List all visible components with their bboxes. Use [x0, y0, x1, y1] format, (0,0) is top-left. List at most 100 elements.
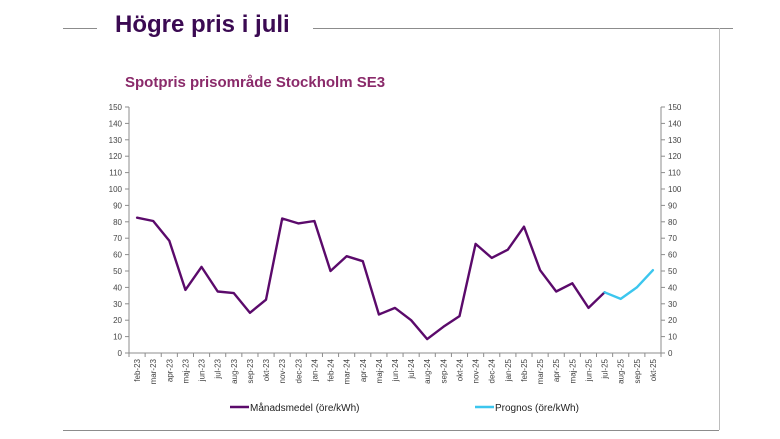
frame-rule-right: [719, 28, 720, 430]
x-tick-label: okt-24: [455, 358, 464, 381]
x-tick-label: jul-23: [214, 358, 223, 379]
x-tick-label: mar-23: [149, 358, 158, 384]
forecast-point: [636, 286, 638, 289]
x-tick-label: okt-23: [262, 358, 271, 381]
slide-title: Högre pris i juli: [115, 11, 290, 38]
x-tick-label: mar-25: [536, 358, 545, 384]
x-tick-label: aug-24: [423, 358, 432, 383]
y2-tick-label: 30: [668, 300, 677, 309]
monthly-average-point: [168, 239, 171, 242]
y-tick-label: 150: [109, 103, 123, 112]
x-tick-label: sep-25: [633, 358, 642, 383]
y2-tick-label: 100: [668, 185, 682, 194]
forecast-point: [619, 298, 622, 300]
frame-rule-bottom: [63, 430, 719, 431]
legend-label-forecast: Prognos (öre/kWh): [495, 403, 579, 414]
y2-tick-label: 60: [668, 251, 677, 260]
x-tick-label: mar-24: [343, 358, 352, 384]
y-tick-label: 100: [109, 185, 123, 194]
monthly-average-point: [587, 307, 590, 309]
y2-tick-label: 150: [668, 103, 682, 112]
monthly-average-point: [281, 217, 283, 220]
x-tick-label: jul-25: [601, 358, 610, 379]
monthly-average-point: [313, 220, 316, 222]
x-tick-label: jun-24: [391, 358, 400, 382]
x-tick-label: nov-24: [472, 358, 481, 383]
y-tick-label: 120: [109, 152, 123, 161]
y-tick-label: 80: [113, 218, 122, 227]
x-tick-label: okt-25: [649, 358, 658, 381]
monthly-average-point: [458, 315, 461, 317]
x-tick-label: feb-23: [133, 358, 142, 381]
monthly-average-point: [555, 290, 558, 293]
x-tick-label: maj-23: [181, 358, 190, 383]
monthly-average-point: [345, 255, 348, 258]
monthly-average-point: [297, 222, 300, 225]
monthly-average-point: [361, 260, 364, 262]
x-tick-label: feb-24: [327, 358, 336, 381]
chart-title: Spotpris prisområde Stockholm SE3: [125, 74, 386, 91]
x-tick-label: apr-25: [552, 358, 561, 382]
y-tick-label: 0: [118, 349, 123, 358]
y2-tick-label: 110: [668, 169, 681, 178]
monthly-average-point: [410, 319, 412, 322]
monthly-average-point: [523, 225, 525, 228]
x-tick-label: sep-24: [439, 358, 448, 383]
monthly-average-point: [249, 312, 251, 314]
y2-tick-label: 90: [668, 201, 677, 210]
y-tick-label: 70: [113, 234, 122, 243]
monthly-average-point: [539, 269, 541, 271]
x-tick-label: aug-23: [230, 358, 239, 383]
monthly-average-point: [136, 216, 138, 219]
y2-tick-label: 70: [668, 234, 677, 243]
x-tick-label: aug-25: [617, 358, 626, 383]
x-tick-label: jan-25: [504, 358, 513, 382]
y2-tick-label: 80: [668, 218, 677, 227]
title-rule-left: [63, 28, 97, 29]
x-tick-label: dec-23: [294, 358, 303, 383]
y-tick-label: 20: [113, 316, 122, 325]
y2-tick-label: 130: [668, 136, 682, 145]
monthly-average-line: [135, 216, 606, 341]
x-tick-label: jul-24: [407, 358, 416, 379]
monthly-average-point: [571, 282, 574, 285]
y-tick-label: 40: [113, 283, 122, 292]
y2-tick-label: 40: [668, 283, 677, 292]
monthly-average-point: [200, 266, 203, 268]
monthly-average-point: [490, 257, 493, 259]
forecast-line: [603, 269, 655, 301]
y-tick-label: 140: [109, 119, 123, 128]
y2-tick-label: 20: [668, 316, 677, 325]
y-tick-label: 130: [109, 136, 123, 145]
x-tick-label: jun-23: [198, 358, 207, 382]
x-tick-label: dec-24: [488, 358, 497, 383]
x-tick-label: apr-24: [359, 358, 368, 382]
x-tick-label: feb-25: [520, 358, 529, 381]
y-tick-label: 10: [113, 333, 122, 342]
monthly-average-point: [232, 292, 235, 294]
y-tick-label: 50: [113, 267, 122, 276]
monthly-average-point: [216, 290, 219, 293]
y-tick-label: 110: [109, 169, 122, 178]
y2-tick-label: 0: [668, 349, 673, 358]
monthly-average-point: [378, 313, 380, 316]
x-tick-label: maj-24: [375, 358, 384, 383]
y-tick-label: 30: [113, 300, 122, 309]
x-tick-label: jun-25: [584, 358, 593, 382]
x-tick-label: maj-25: [568, 358, 577, 383]
monthly-average-point: [152, 220, 154, 222]
y2-tick-label: 50: [668, 267, 677, 276]
legend-label-monthly: Månadsmedel (öre/kWh): [250, 402, 359, 414]
x-tick-label: apr-23: [165, 358, 174, 382]
monthly-average-point: [184, 289, 187, 291]
x-tick-label: jan-24: [310, 358, 319, 382]
monthly-average-point: [474, 243, 477, 245]
monthly-average-point: [426, 338, 429, 340]
y2-tick-label: 120: [668, 152, 682, 161]
forecast-point: [603, 291, 606, 294]
x-tick-label: sep-23: [246, 358, 255, 383]
monthly-average-point: [442, 325, 445, 328]
x-tick-label: nov-23: [278, 358, 287, 383]
y2-tick-label: 140: [668, 119, 682, 128]
